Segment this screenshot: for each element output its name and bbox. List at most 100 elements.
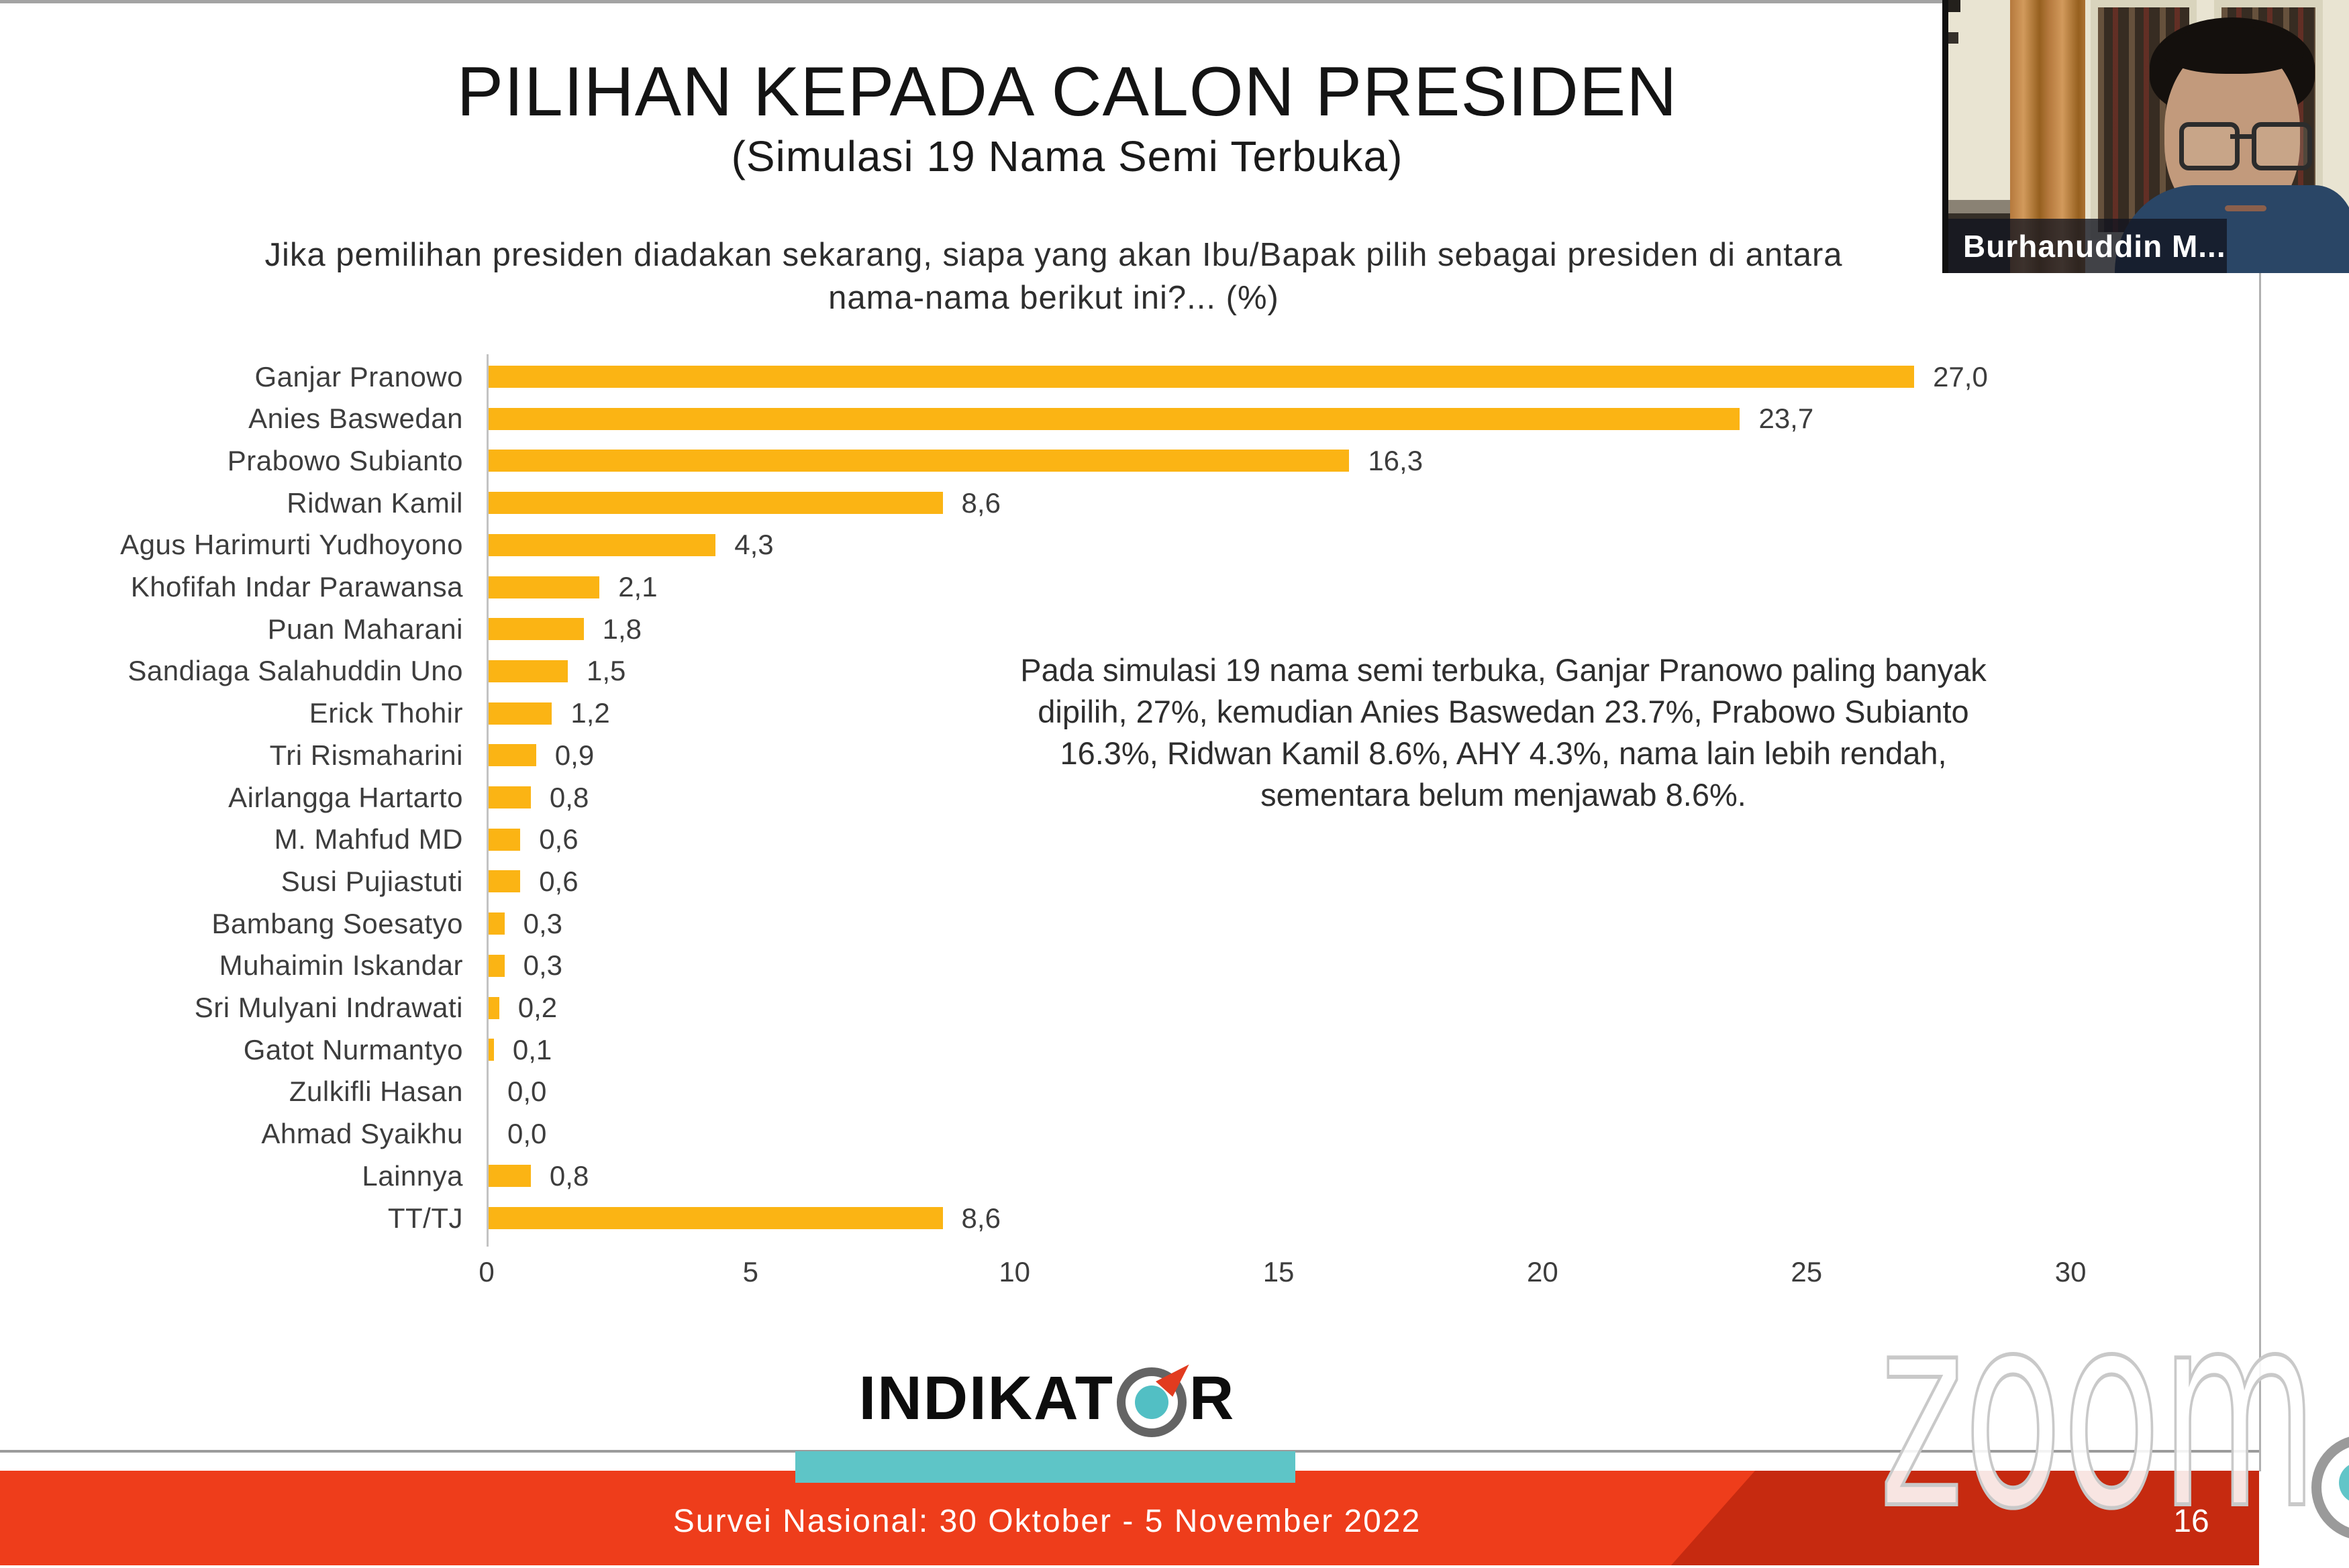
bar [489,954,505,977]
chart-row: Susi Pujiastuti 0,6 [0,860,2282,902]
survey-question: Jika pemilihan presiden diadakan sekaran… [0,233,2107,319]
glasses-left-lens-icon [2179,122,2240,170]
value-label: 0,9 [554,739,595,771]
chart-row: Gatot Nurmantyo 0,1 [0,1029,2282,1071]
survey-question-line1: Jika pemilihan presiden diadakan sekaran… [264,237,1843,273]
category-label: Susi Pujiastuti [281,865,463,897]
category-label: Khofifah Indar Parawansa [130,571,463,603]
category-label: Anies Baswedan [248,403,463,435]
value-label: 0,1 [512,1033,552,1065]
compass-core-icon [1134,1386,1168,1419]
corner-ring-core-icon [2339,1462,2349,1504]
x-tick-label: 5 [742,1256,759,1288]
participant-video-thumbnail[interactable]: Burhanuddin M... [1942,0,2349,273]
chart-row: M. Mahfud MD 0,6 [0,819,2282,861]
chart-y-axis-line [487,354,489,1247]
survey-question-line2: nama-nama berikut ini?... (%) [828,280,1279,316]
value-label: 27,0 [1933,360,1988,393]
value-label: 8,6 [961,486,1001,519]
category-label: Muhaimin Iskandar [219,949,463,982]
x-tick-label: 25 [1791,1256,1823,1288]
chart-row: Erick Thohir 1,2 [0,692,2282,735]
value-label: 0,6 [539,865,579,897]
chart-row: TT/TJ 8,6 [0,1197,2282,1239]
bar [489,870,521,893]
glasses-right-lens-icon [2252,122,2312,170]
bar [489,786,531,808]
chart-row: Puan Maharani 1,8 [0,608,2282,650]
annotation-line3: 16.3%, Ridwan Kamil 8.6%, AHY 4.3%, nama… [1060,735,1947,771]
value-label: 0,2 [517,992,558,1023]
category-label: Erick Thohir [309,697,463,729]
value-label: 1,2 [570,697,610,729]
compass-ring-icon [1116,1355,1196,1437]
annotation-line2: dipilih, 27%, kemudian Anies Baswedan 23… [1038,694,1969,729]
zoom-watermark: zoom [1878,1256,2319,1568]
bar [489,912,505,935]
category-label: Airlangga Hartarto [228,781,463,813]
page-title: PILIHAN KEPADA CALON PRESIDEN [456,53,1678,131]
value-label: 0,3 [523,949,562,982]
participant-name-bar: Burhanuddin M... [1948,219,2227,273]
chart-row: Agus Harimurti Yudhoyono 4,3 [0,524,2282,566]
chart-row: Sandiaga Salahuddin Uno 1,5 [0,650,2282,692]
x-tick-label: 15 [1262,1256,1295,1288]
category-label: Ahmad Syaikhu [261,1118,463,1150]
logo-teal-underline [795,1451,1295,1483]
chart-row: Ridwan Kamil 8,6 [0,482,2282,524]
bar [489,660,568,682]
chart-row: Sri Mulyani Indrawati 0,2 [0,987,2282,1029]
category-label: Zulkifli Hasan [289,1076,463,1108]
chart-row: Ahmad Syaikhu 0,0 [0,1113,2282,1155]
footer-band-dark-parallelogram [1671,1471,2259,1565]
slide-right-edge-line [2259,273,2261,1471]
chart-row: Khofifah Indar Parawansa 2,1 [0,566,2282,609]
chart-row: Ganjar Pranowo 27,0 [0,356,2282,398]
chart-row: Bambang Soesatyo 0,3 [0,902,2282,945]
bar [489,407,1740,430]
footer-survey-period: Survei Nasional: 30 Oktober - 5 November… [672,1504,1421,1539]
value-label: 1,8 [602,613,642,645]
shelf-object-icon [1948,32,1958,44]
category-label: Ridwan Kamil [287,486,463,519]
value-label: 0,0 [507,1076,547,1108]
bar [489,1165,531,1188]
chart-row: Prabowo Subianto 16,3 [0,439,2282,482]
category-label: Prabowo Subianto [227,444,463,476]
bar [489,744,536,767]
annotation-line1: Pada simulasi 19 nama semi terbuka, Ganj… [1020,652,1987,688]
value-label: 4,3 [734,529,774,561]
footer-band [0,1471,2259,1565]
value-label: 2,1 [618,571,658,603]
chart-annotation: Pada simulasi 19 nama semi terbuka, Ganj… [933,649,2074,816]
value-label: 1,5 [587,655,626,687]
glasses-bridge-icon [2230,134,2253,139]
category-label: Lainnya [362,1159,463,1192]
logo-text-left: INDIKAT [858,1363,1114,1432]
category-label: Bambang Soesatyo [211,907,463,939]
bar [489,1039,494,1061]
x-tick-label: 0 [479,1256,495,1288]
category-label: Gatot Nurmantyo [243,1033,463,1065]
value-label: 0,0 [507,1118,547,1150]
bar [489,576,600,598]
chart-row: Anies Baswedan 23,7 [0,398,2282,440]
participant-mouth [2225,205,2266,211]
category-label: Sri Mulyani Indrawati [194,992,463,1023]
logo-text-right: R [1189,1363,1236,1432]
window-top-strip [0,0,1942,3]
chart-row: Lainnya 0,8 [0,1155,2282,1197]
x-tick-label: 30 [2054,1256,2087,1288]
bar [489,492,943,515]
bar [489,618,584,641]
value-label: 0,8 [549,1159,589,1192]
chart-row: Tri Rismaharini 0,9 [0,734,2282,776]
value-label: 0,8 [549,781,589,813]
value-label: 0,6 [539,823,579,855]
bar [489,702,552,725]
value-label: 8,6 [961,1202,1001,1234]
category-label: Agus Harimurti Yudhoyono [120,529,463,561]
category-label: TT/TJ [387,1202,463,1234]
category-label: Tri Rismaharini [269,739,463,771]
bar [489,828,521,851]
